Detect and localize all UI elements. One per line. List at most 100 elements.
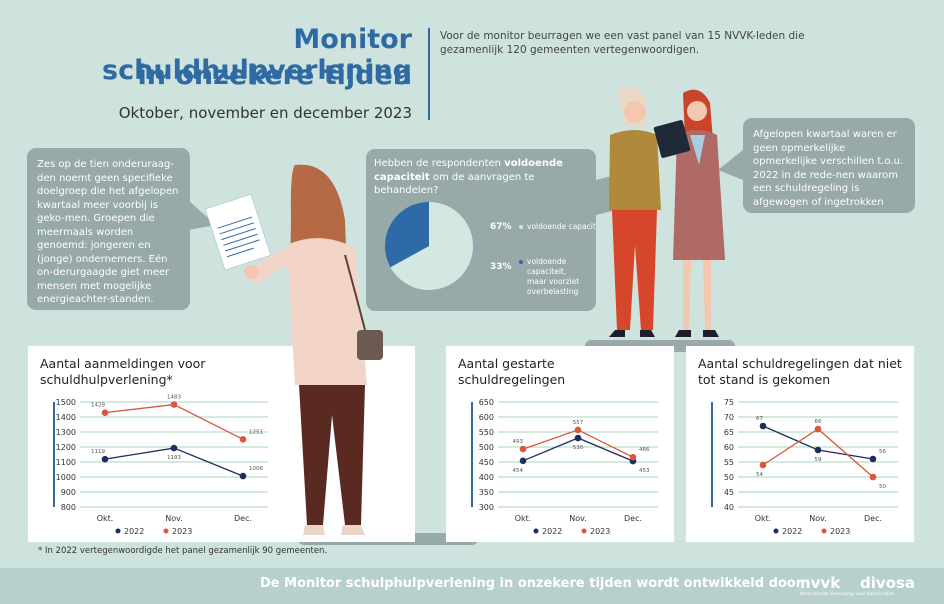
- y-tick-label: 350: [479, 488, 494, 497]
- y-tick-label: 600: [479, 413, 494, 422]
- y-tick-label: 900: [61, 488, 76, 497]
- y-tick-label: 450: [479, 458, 494, 467]
- slice1-legend-dot: [519, 225, 523, 229]
- data-label-2023: 466: [639, 447, 650, 453]
- data-label-2023: 1483: [167, 395, 181, 401]
- left-speech-bubble: Zes op de tien onderuraag-den noemt geen…: [27, 148, 190, 310]
- data-point-2022: [759, 422, 767, 430]
- legend-dot-2023: [163, 528, 169, 534]
- slice2-label-1: voldoende: [527, 257, 567, 266]
- woman-back-illustration: [204, 164, 383, 535]
- y-tick-label: 45: [724, 488, 734, 497]
- intro-text: Voor de monitor beurragen we een vast pa…: [440, 30, 805, 56]
- chart-card-niet-tot-stand: [686, 346, 914, 542]
- data-label-2023: 66: [815, 419, 822, 425]
- y-tick-label: 300: [479, 503, 494, 512]
- legend-label-2022: 2022: [542, 527, 562, 536]
- chart-aanmeldingen: 800 900 1000 1100 1200 1300 1400 1500 Okt. Nov. De…: [53, 395, 268, 536]
- y-tick-label: 1200: [56, 443, 76, 452]
- data-label-2022: 453: [639, 468, 650, 474]
- x-tick-label: Okt.: [97, 514, 114, 523]
- data-point-2022: [239, 472, 247, 480]
- nvvk-logo: nvvk: [800, 574, 841, 592]
- data-point-2023: [759, 461, 767, 469]
- y-tick-label: 800: [61, 503, 76, 512]
- chart-gestarte-schuldregelingen: 300 350 400 450 500 550 600 650 Okt. Nov. Dec. 454 5…: [471, 398, 658, 536]
- data-label-2022: 1193: [167, 455, 181, 461]
- data-label-2023: 493: [513, 439, 524, 445]
- y-tick-label: 400: [479, 473, 494, 482]
- slice2-label-3: maar voorziet: [527, 277, 579, 286]
- legend-dot-2023: [821, 528, 827, 534]
- left-bubble-tail: [188, 200, 216, 230]
- x-tick-label: Dec.: [864, 514, 882, 523]
- y-tick-label: 75: [724, 398, 734, 407]
- x-tick-label: Okt.: [515, 514, 532, 523]
- legend-dot-2022: [115, 528, 121, 534]
- slice1-pct: 67%: [490, 222, 512, 232]
- data-point-2023: [814, 425, 822, 433]
- chart2-title: Aantal gestarte schuldregelingen: [458, 356, 566, 387]
- legend-label-2023: 2023: [590, 527, 610, 536]
- y-tick-label: 50: [724, 473, 734, 482]
- footer-bar: [0, 568, 944, 604]
- y-tick-label: 650: [479, 398, 494, 407]
- capacity-question: Hebben de respondenten voldoende capacit…: [374, 158, 563, 196]
- x-tick-label: Dec.: [234, 514, 252, 523]
- chart3-title: Aantal schuldregelingen dat niet tot stan…: [698, 356, 902, 387]
- data-label-2023: 557: [573, 420, 584, 426]
- slice2-label-4: overbelasting: [527, 287, 578, 296]
- data-label-2022: 67: [756, 416, 763, 422]
- data-point-2022: [101, 455, 109, 463]
- header-divider: [428, 28, 430, 120]
- chart-niet-tot-stand: 40 45 50 55 60 65 70 75 Okt. Nov. Dec. 67 59 56 2022 54…: [711, 398, 898, 536]
- right-bubble-tail: [718, 150, 743, 180]
- page-title-line2: in onzekere tijden: [137, 60, 412, 91]
- y-tick-label: 65: [724, 428, 734, 437]
- data-label-2022: 1119: [91, 449, 105, 455]
- x-tick-label: Nov.: [809, 514, 827, 523]
- page-subtitle: Oktober, november en december 2023: [118, 104, 412, 122]
- pie-slice-1: [390, 202, 473, 290]
- y-tick-label: 1500: [56, 398, 76, 407]
- two-women-illustration: [609, 86, 725, 337]
- data-point-2023: [101, 409, 109, 416]
- footnote: * In 2022 vertegenwoordigde het panel ge…: [38, 546, 328, 556]
- y-tick-label: 55: [724, 458, 734, 467]
- legend-label-2023: 2023: [830, 527, 850, 536]
- pie-slice-2: [385, 202, 429, 268]
- slice2-legend-dot: [519, 260, 523, 264]
- data-label-2022: 56: [879, 449, 886, 455]
- legend-dot-2023: [581, 528, 587, 534]
- nvvk-logo-subtext: Nederlandse Vereniging voor Volkskrediet: [800, 592, 895, 597]
- slice2-label-2: capaciteit,: [527, 267, 566, 276]
- legend-label-2022: 2022: [124, 527, 144, 536]
- data-label-2023: 1251: [249, 429, 263, 435]
- capacity-pie-chart: 67% voldoende capaciteit 33% voldoende c…: [385, 202, 596, 296]
- data-point-2023: [239, 436, 247, 443]
- slice2-pct: 33%: [490, 262, 512, 272]
- data-point-2023: [519, 445, 527, 453]
- y-tick-label: 60: [724, 443, 734, 452]
- x-tick-label: Okt.: [755, 514, 772, 523]
- data-point-2023: [629, 453, 637, 461]
- data-label-2022: 454: [513, 468, 524, 474]
- right-speech-bubble: Afgelopen kwartaal waren er geen opmerke…: [743, 118, 915, 213]
- y-tick-label: 1400: [56, 413, 76, 422]
- y-tick-label: 1000: [56, 473, 76, 482]
- x-tick-label: Dec.: [624, 514, 642, 523]
- legend-label-2023: 2023: [172, 527, 192, 536]
- data-label-2022: 1006: [249, 466, 263, 472]
- page-title-line1: Monitor schuldhulpverlening: [102, 24, 412, 86]
- x-tick-label: Nov.: [569, 514, 587, 523]
- slice1-label: voldoende capaciteit: [527, 222, 596, 231]
- data-point-2023: [574, 426, 582, 434]
- data-point-2022: [869, 455, 877, 463]
- data-label-2022: 59: [815, 457, 822, 463]
- chart1-title: Aantal aanmeldingen voor schuldhulpverlen…: [40, 356, 206, 387]
- legend-dot-2022: [533, 528, 539, 534]
- data-point-2022: [574, 434, 582, 442]
- data-label-2023: 50: [879, 484, 886, 490]
- y-tick-label: 500: [479, 443, 494, 452]
- legend-label-2022: 2022: [782, 527, 802, 536]
